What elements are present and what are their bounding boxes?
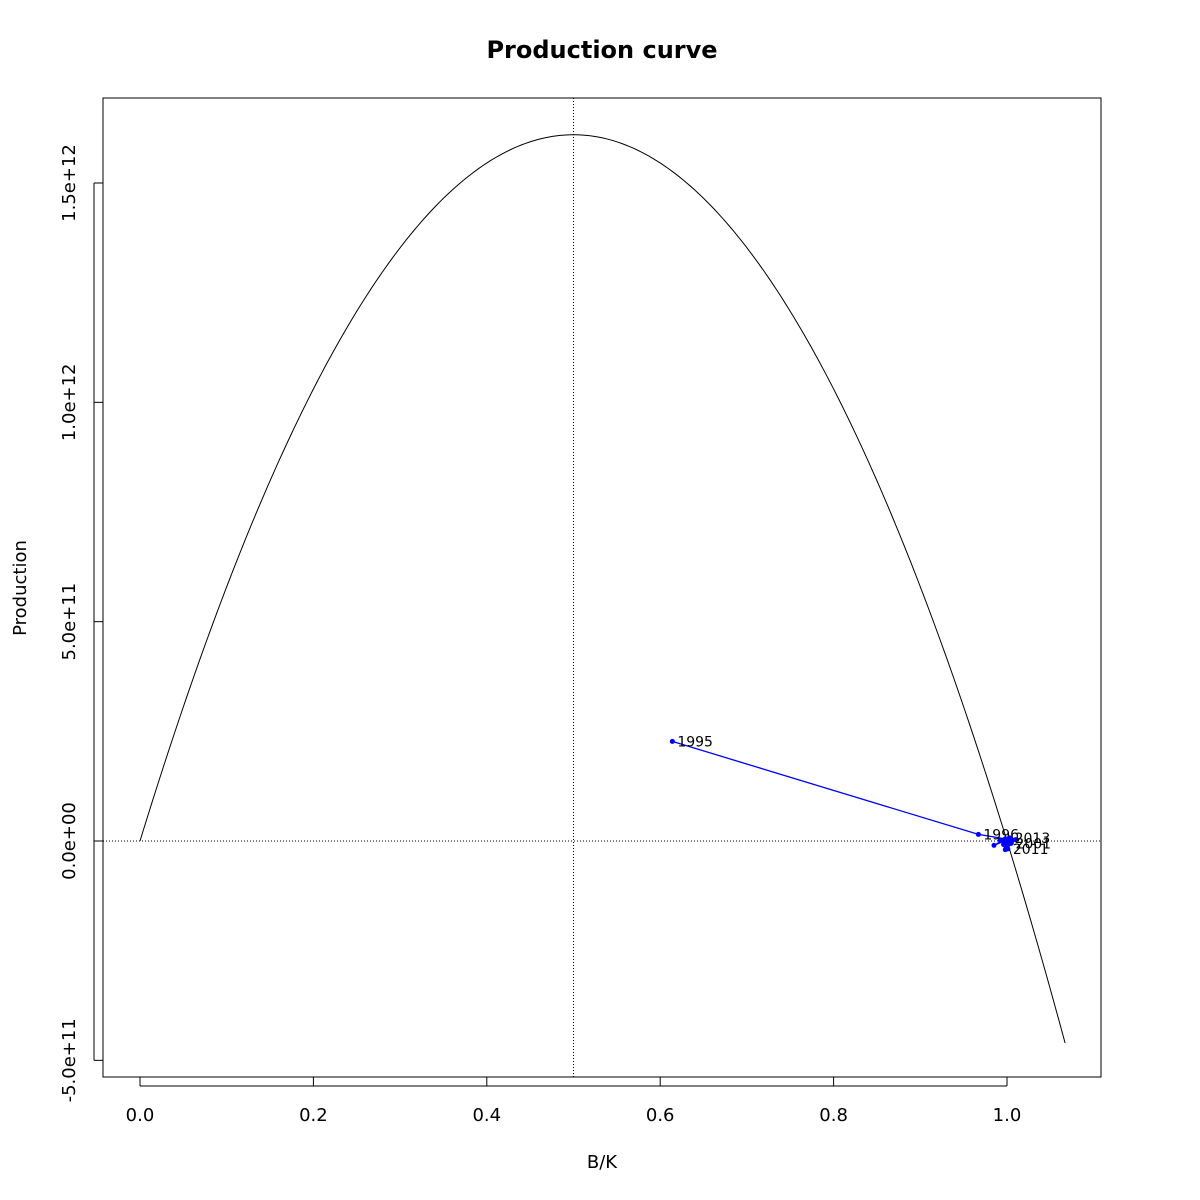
x-tick-label: 0.2 <box>299 1105 328 1126</box>
y-axis: -5.0e+11 0.0e+00 5.0e+11 1.0e+12 1.5e+12 <box>59 144 103 1102</box>
x-tick-label: 0.6 <box>646 1105 675 1126</box>
trajectory-point-label: 2013 <box>1015 831 1051 847</box>
y-tick-label: -5.0e+11 <box>59 1018 80 1102</box>
trajectory-point <box>975 831 981 837</box>
trajectory-point <box>1007 835 1013 841</box>
reference-lines <box>103 98 1101 1077</box>
trajectory-point-label: 2011 <box>1013 842 1049 858</box>
x-tick-label: 0.0 <box>126 1105 155 1126</box>
y-tick-label: 1.5e+12 <box>59 144 80 222</box>
y-tick-label: 1.0e+12 <box>59 363 80 441</box>
y-tick-label: 5.0e+11 <box>59 583 80 661</box>
x-axis-label: B/K <box>587 1152 618 1173</box>
trajectory-point <box>669 738 675 744</box>
plot-frame <box>102 97 1102 1078</box>
trajectory-point-label: 2001 <box>1015 837 1051 853</box>
x-tick-label: 0.8 <box>819 1105 848 1126</box>
x-tick-label: 0.4 <box>472 1105 501 1126</box>
trajectory-point <box>1007 841 1013 847</box>
trajectory-point <box>991 842 997 848</box>
production-curve <box>139 134 1066 1044</box>
production-curve-line <box>139 134 1066 1044</box>
chart-title: Production curve <box>486 36 717 64</box>
trajectory-point <box>997 837 1003 843</box>
trajectory-line <box>672 740 1017 851</box>
x-axis: 0.0 0.2 0.4 0.6 0.8 1.0 <box>126 1077 1022 1126</box>
x-tick-label: 1.0 <box>993 1105 1022 1126</box>
trajectory-point <box>1005 846 1011 852</box>
trajectory-point-label: 1995 <box>677 734 713 750</box>
y-axis-label: Production <box>10 540 31 636</box>
y-tick-label: 0.0e+00 <box>59 802 80 880</box>
trajectory-point <box>1001 839 1007 845</box>
